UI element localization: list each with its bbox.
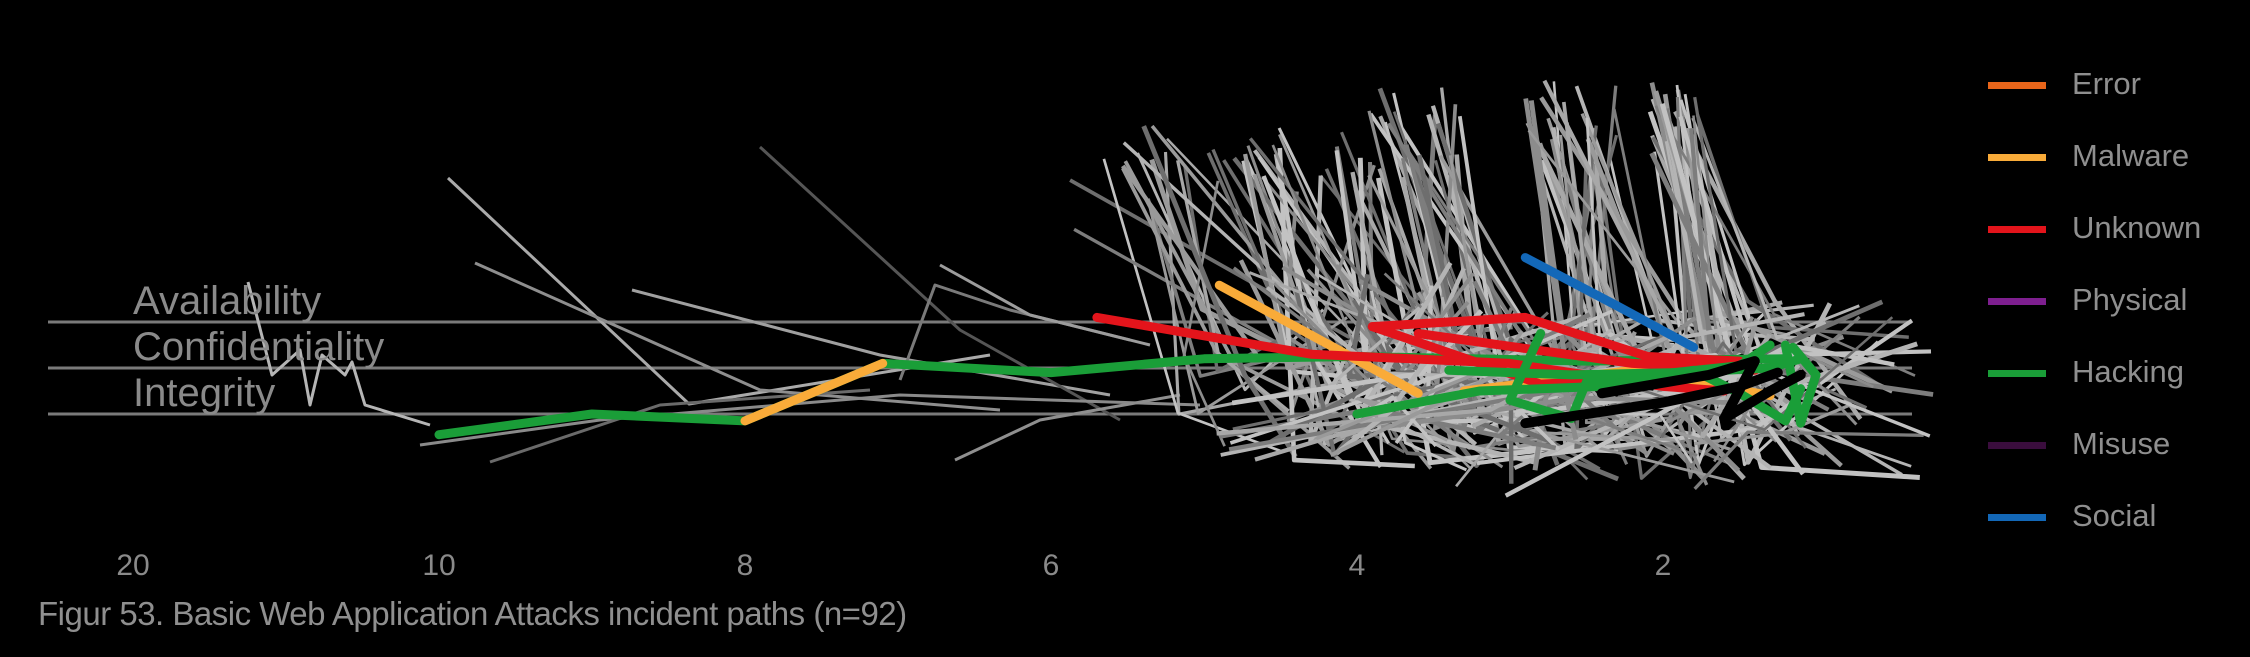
background-path: [1182, 180, 1226, 447]
legend-swatch: [1988, 514, 2046, 521]
path-unknown: [1092, 312, 1729, 396]
background-path: [1394, 309, 1614, 445]
legend-label: Error: [2072, 66, 2141, 101]
path-malware: [740, 358, 888, 426]
legend-label: Hacking: [2072, 354, 2184, 389]
path-malware: [1214, 280, 1423, 398]
background-paths: [246, 79, 1934, 498]
legend-swatch: [1988, 370, 2046, 377]
legend-swatch: [1988, 442, 2046, 449]
background-path: [419, 393, 1201, 447]
background-path: [1534, 430, 1735, 484]
legend-label: Malware: [2072, 138, 2190, 173]
background-path: [1271, 144, 1542, 455]
legend-swatch: [1988, 298, 2046, 305]
background-path: [1532, 339, 1579, 471]
category-label-availability: Availability: [133, 279, 321, 323]
background-path: [474, 261, 1001, 412]
x-axis-ticks: 20 10 8 6 4 2: [116, 549, 1671, 582]
background-path: [1659, 103, 1920, 480]
legend-label: Misuse: [2072, 426, 2171, 461]
background-path: [1678, 316, 1755, 486]
x-tick-label: 20: [116, 549, 149, 582]
x-tick-label: 2: [1655, 549, 1672, 582]
background-path: [631, 288, 1111, 397]
path-hacking: [1444, 354, 1806, 380]
background-path: [1689, 128, 1830, 412]
highlighted-paths: [434, 253, 1821, 440]
path-unknown: [1367, 312, 1744, 366]
background-path: [1231, 309, 1484, 406]
legend-label: Physical: [2072, 282, 2188, 317]
legend-swatch: [1988, 226, 2046, 233]
figure-caption: Figur 53. Basic Web Application Attacks …: [38, 595, 907, 632]
x-tick-label: 10: [422, 549, 455, 582]
legend-swatch: [1988, 82, 2046, 89]
path-misuse: [1520, 367, 1783, 429]
category-label-integrity: Integrity: [133, 371, 275, 415]
background-path: [1691, 117, 1860, 340]
legend-label: Social: [2072, 498, 2157, 533]
background-path: [1121, 167, 1351, 470]
path-unknown: [1367, 322, 1591, 389]
background-path: [954, 393, 1181, 462]
x-tick-label: 6: [1043, 549, 1060, 582]
background-path: [758, 145, 1121, 422]
background-path: [939, 263, 1151, 347]
category-label-confidentiality: Confidentiality: [133, 325, 384, 369]
path-social: [1520, 253, 1699, 352]
background-path: [1695, 114, 1909, 339]
x-tick-label: 8: [737, 549, 754, 582]
x-tick-label: 4: [1349, 549, 1366, 582]
legend-swatch: [1988, 154, 2046, 161]
legend-label: Unknown: [2072, 210, 2202, 245]
background-path: [1277, 147, 1415, 469]
background-path: [1693, 430, 1924, 491]
background-path: [246, 281, 431, 427]
